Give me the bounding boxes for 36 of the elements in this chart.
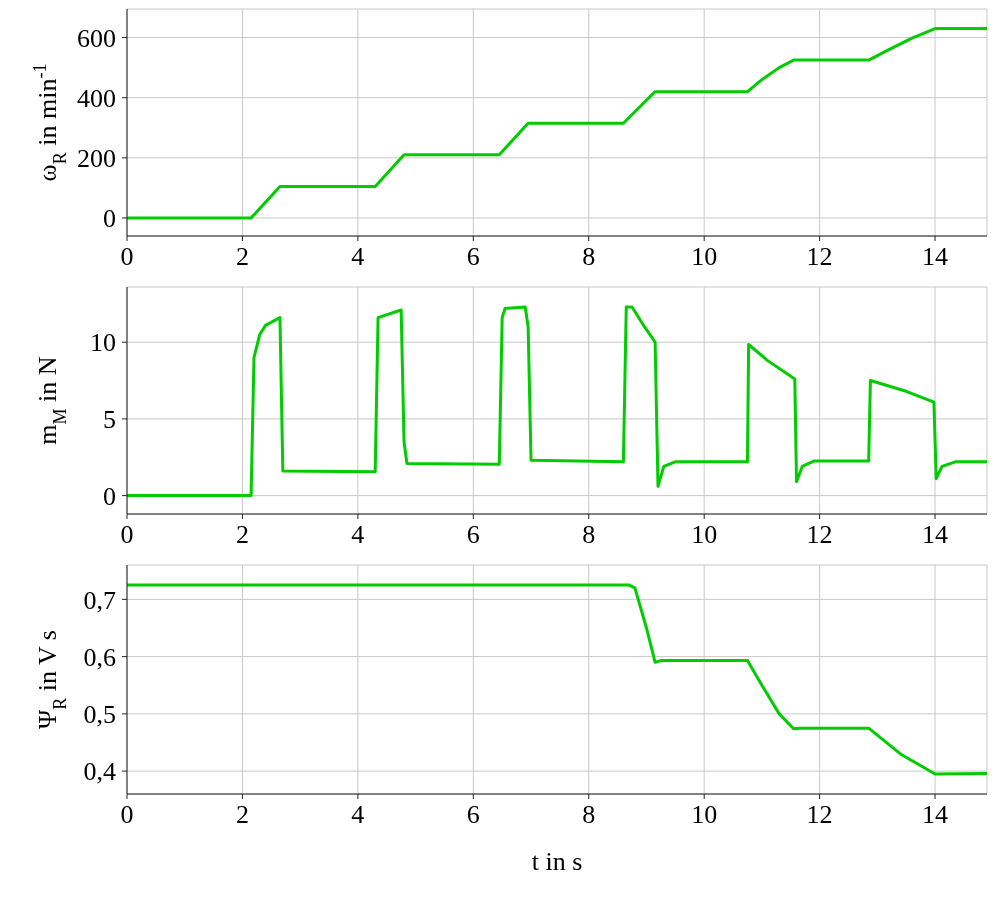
y-tick-label: 0,4 <box>83 757 116 787</box>
x-tick-label: 14 <box>922 520 949 550</box>
x-tick-label: 14 <box>922 242 949 272</box>
y-tick-label: 0 <box>103 481 116 511</box>
x-tick-label: 2 <box>235 242 249 272</box>
x-tick-label: 12 <box>806 242 833 272</box>
x-axis-title: t in s <box>531 847 583 876</box>
line-series <box>127 305 987 498</box>
y-tick-label: 0,7 <box>83 585 116 615</box>
x-tick-label: 8 <box>582 800 596 830</box>
y-tick-label: 0,6 <box>83 642 116 672</box>
y-tick-label: 400 <box>77 83 116 113</box>
x-tick-label: 6 <box>466 800 480 830</box>
x-tick-label: 6 <box>466 520 480 550</box>
x-tick-label: 4 <box>351 800 365 830</box>
x-tick-label: 8 <box>582 242 596 272</box>
x-tick-label: 10 <box>691 242 718 272</box>
x-tick-label: 12 <box>806 520 833 550</box>
y-tick-label: 600 <box>77 23 116 53</box>
x-tick-label: 2 <box>235 800 249 830</box>
x-tick-label: 8 <box>582 520 596 550</box>
x-tick-label: 12 <box>806 800 833 830</box>
y-tick-label: 0,5 <box>83 700 116 730</box>
x-tick-label: 14 <box>922 800 949 830</box>
x-tick-label: 6 <box>466 242 480 272</box>
y-tick-label: 200 <box>77 144 116 174</box>
line-series <box>127 583 987 776</box>
y-tick-label: 0 <box>103 204 116 234</box>
line-series <box>127 27 987 220</box>
y-tick-label: 5 <box>103 405 116 435</box>
x-tick-label: 2 <box>235 520 249 550</box>
x-tick-label: 4 <box>351 520 365 550</box>
x-tick-label: 4 <box>351 242 365 272</box>
x-tick-label: 10 <box>691 520 718 550</box>
x-tick-label: 10 <box>691 800 718 830</box>
y-tick-label: 10 <box>90 328 116 358</box>
